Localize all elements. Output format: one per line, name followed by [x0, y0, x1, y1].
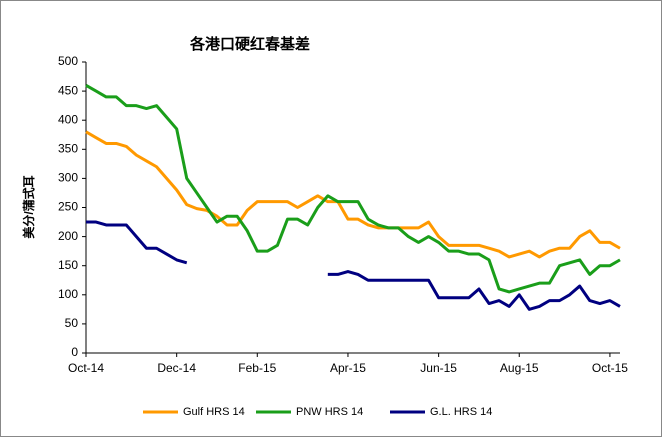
y-tick-label: 500 — [58, 54, 78, 68]
chart-title: 各港口硬红春基差 — [189, 35, 310, 53]
series-line — [85, 83, 621, 294]
x-tick-label: Aug-15 — [500, 361, 539, 375]
y-axis-label: 美分/蒲式耳 — [21, 175, 36, 238]
y-tick-label: 100 — [58, 287, 78, 301]
y-tick-label: 250 — [58, 200, 78, 214]
legend-label: Gulf HRS 14 — [183, 406, 245, 418]
y-tick-label: 450 — [58, 83, 78, 97]
y-tick-label: 0 — [71, 345, 78, 359]
y-tick-label: 200 — [58, 229, 78, 243]
x-tick-label: Feb-15 — [238, 361, 276, 375]
legend-label: PNW HRS 14 — [296, 406, 363, 418]
y-tick-label: 350 — [58, 141, 78, 155]
x-tick-label: Jun-15 — [420, 361, 457, 375]
y-tick-label: 300 — [58, 171, 78, 185]
y-tick-label: 50 — [65, 316, 79, 330]
y-tick-label: 400 — [58, 112, 78, 126]
series-line — [86, 220, 621, 311]
x-tick-label: Oct-14 — [68, 361, 104, 375]
series-line — [85, 130, 621, 259]
legend-label: G.L. HRS 14 — [430, 406, 492, 418]
x-tick-label: Dec-14 — [157, 361, 196, 375]
x-tick-label: Apr-15 — [330, 361, 366, 375]
x-tick-label: Oct-15 — [592, 361, 628, 375]
y-tick-label: 150 — [58, 258, 78, 272]
